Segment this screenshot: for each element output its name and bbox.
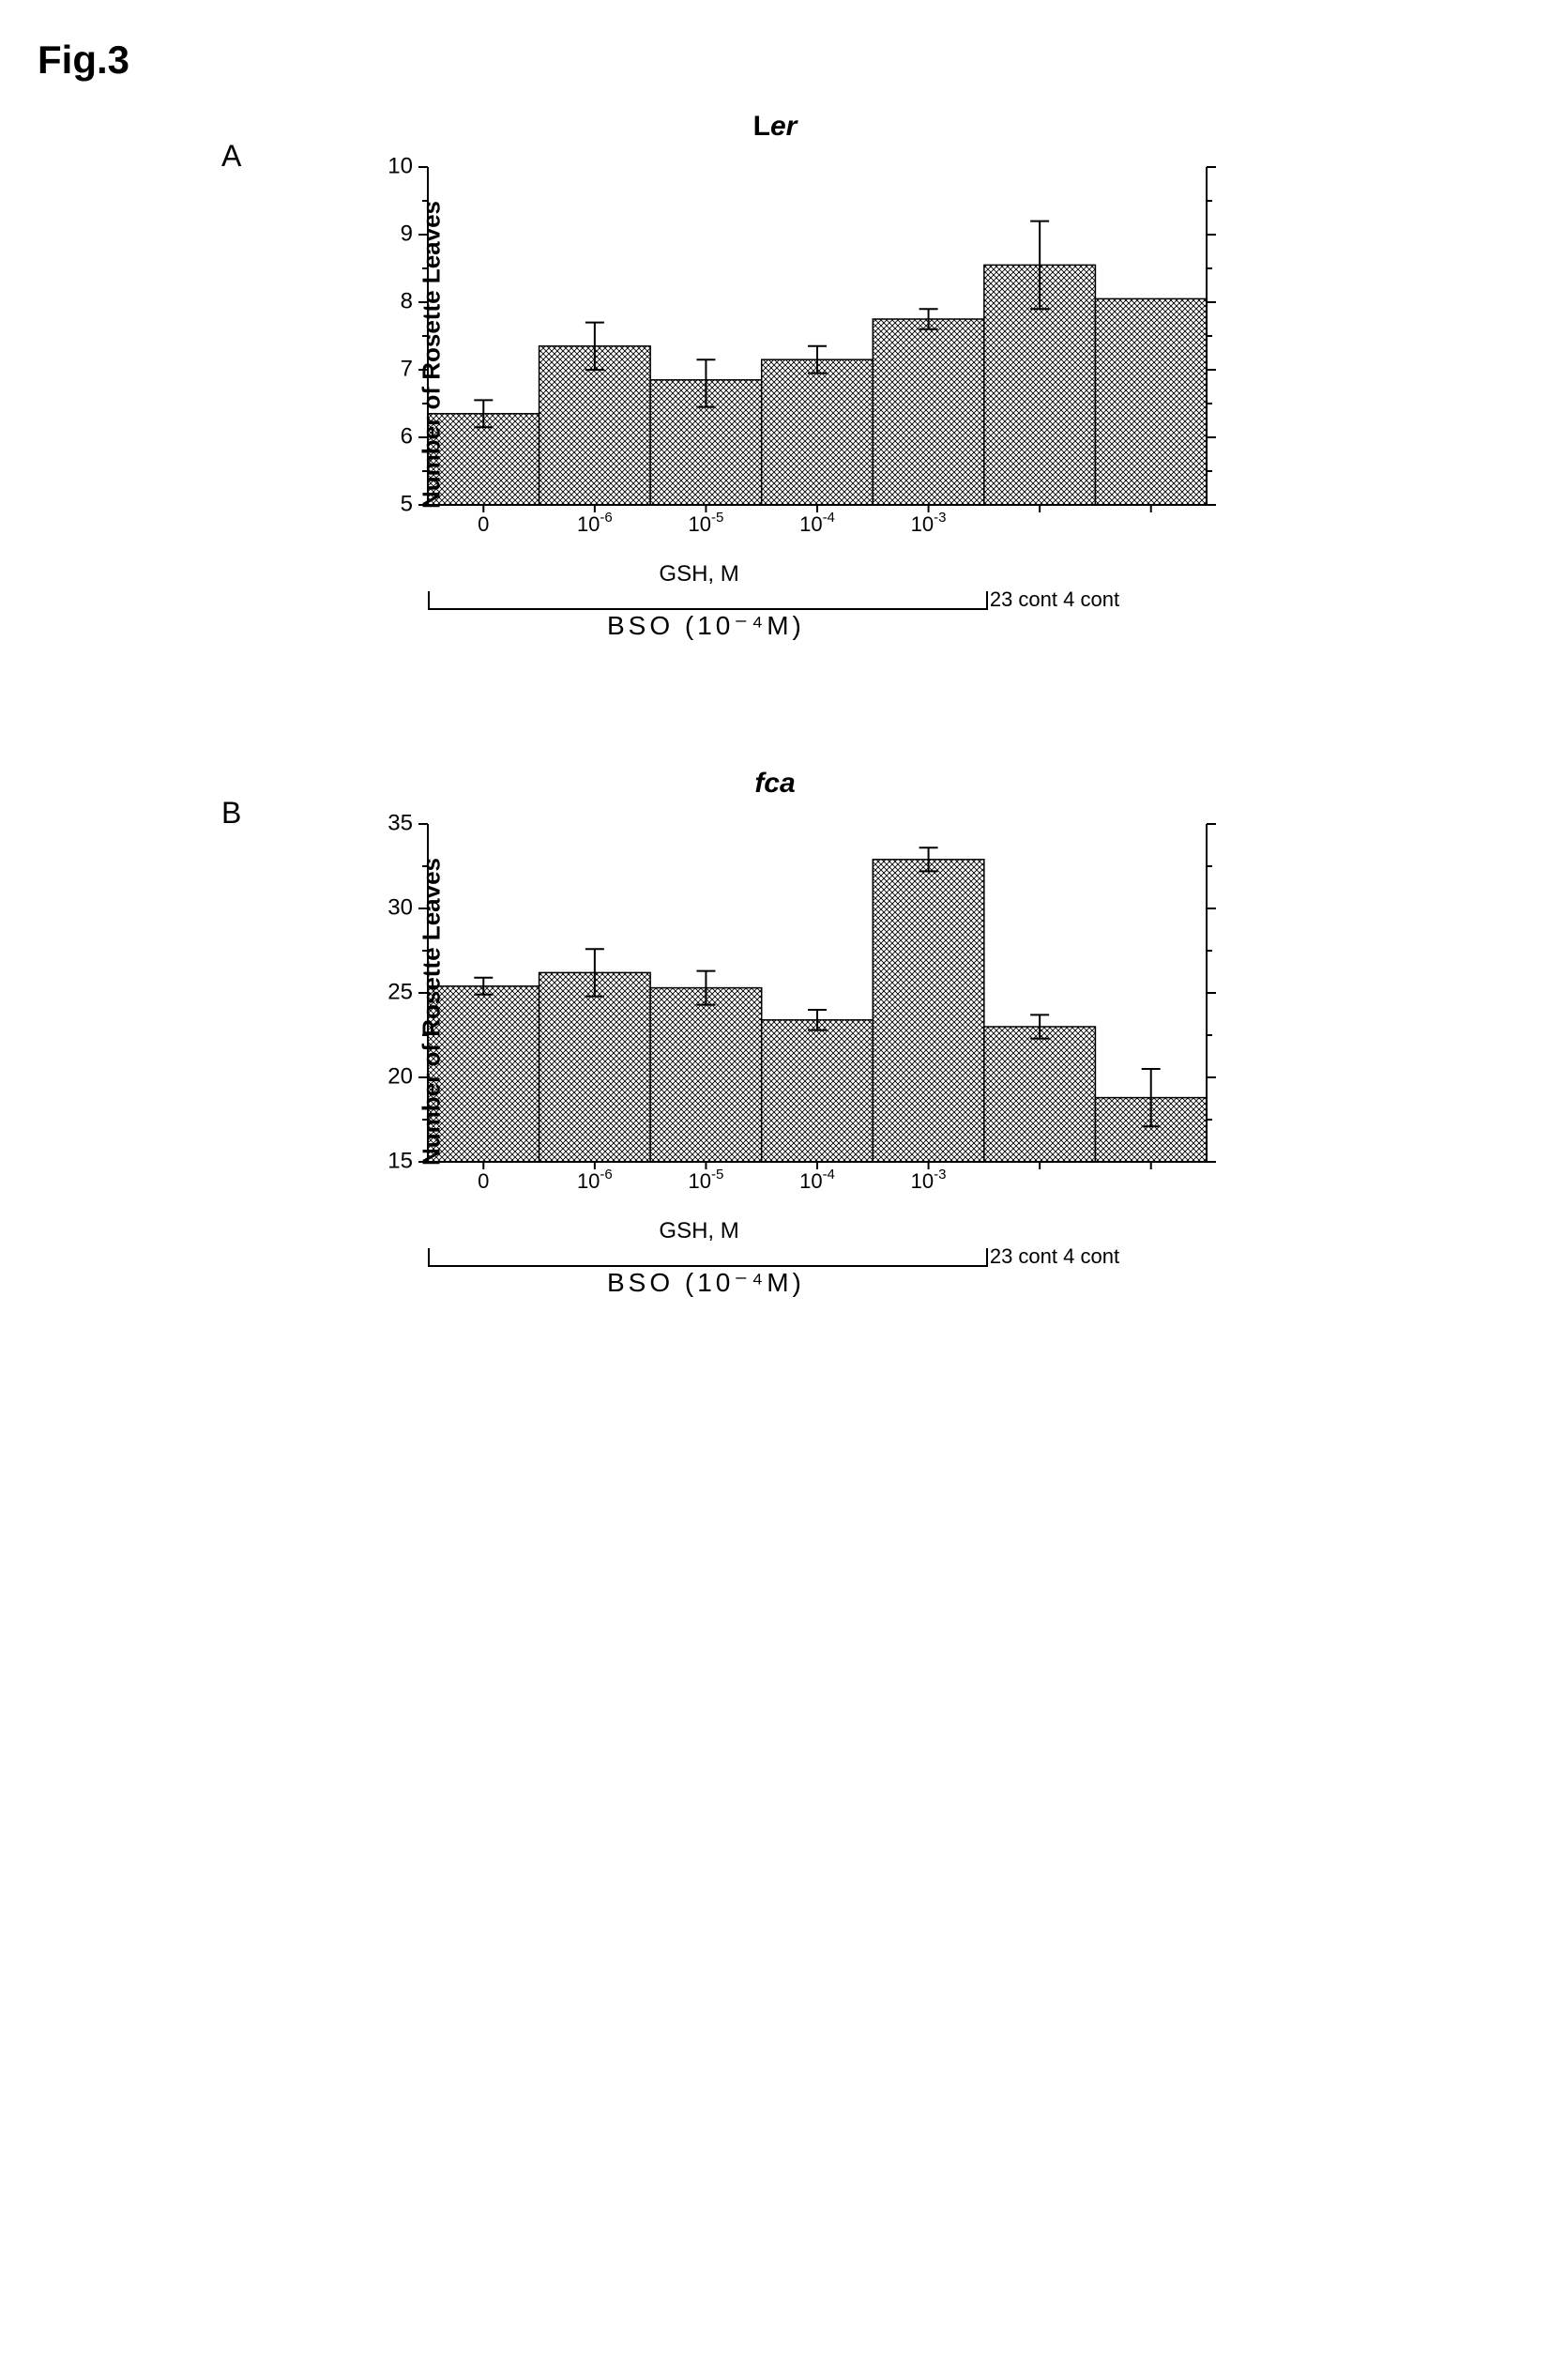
xtick-label: 10-3: [911, 510, 947, 536]
cont-labels: 23 cont 4 cont: [990, 1244, 1119, 1269]
chart-svg: 15 20 25 30 35 0 10-6 10-5 10-4 10-3: [372, 805, 1216, 1199]
panels-container: ALerNumber of Rosette Leaves5678910010-6…: [38, 111, 1512, 1312]
chart-title: fca: [259, 768, 1291, 800]
xtick-label: 10-6: [577, 1167, 613, 1193]
ytick-label: 7: [401, 356, 413, 381]
bar: [539, 972, 651, 1162]
panel-letter: B: [221, 796, 241, 831]
bar: [762, 359, 874, 505]
panel-A: ALerNumber of Rosette Leaves5678910010-6…: [259, 111, 1291, 655]
ytick-label: 25: [388, 979, 413, 1004]
xtick-label: 10-4: [799, 510, 835, 536]
ytick-label: 5: [401, 491, 413, 516]
xtick-label: 0: [478, 512, 489, 536]
cont-labels: 23 cont 4 cont: [990, 587, 1119, 612]
chart-title: Ler: [259, 111, 1291, 143]
bso-bracket: [428, 1248, 988, 1267]
ytick-label: 20: [388, 1063, 413, 1089]
x-axis-sublabels: GSH, M BSO (10⁻⁴M)23 cont 4 cont: [372, 561, 1291, 655]
gsh-label: GSH, M: [659, 1218, 738, 1244]
plot-area: Number of Rosette Leaves5 6 7 8 9 10 0 10-6 10-5…: [372, 148, 1291, 561]
x-axis-sublabels: GSH, M BSO (10⁻⁴M)23 cont 4 cont: [372, 1218, 1291, 1312]
bar: [984, 1027, 1096, 1162]
bar: [762, 1020, 874, 1162]
panel-B: BfcaNumber of Rosette Leaves152025303501…: [259, 768, 1291, 1312]
ytick-label: 10: [388, 153, 413, 178]
bar: [873, 319, 984, 505]
ytick-label: 35: [388, 810, 413, 835]
xtick-label: 0: [478, 1169, 489, 1193]
xtick-label: 10-5: [689, 1167, 724, 1193]
bso-label: BSO (10⁻⁴M): [428, 610, 984, 641]
bar: [650, 988, 762, 1162]
y-axis-label: Number of Rosette Leaves: [417, 201, 446, 509]
bso-label: BSO (10⁻⁴M): [428, 1267, 984, 1298]
gsh-label: GSH, M: [659, 561, 738, 587]
figure-label: Fig.3: [38, 38, 1512, 83]
xtick-label: 10-4: [799, 1167, 835, 1193]
bar: [873, 860, 984, 1162]
ytick-label: 30: [388, 894, 413, 920]
ytick-label: 8: [401, 288, 413, 313]
panel-letter: A: [221, 139, 241, 174]
plot-area: Number of Rosette Leaves1520253035010-61…: [372, 805, 1291, 1218]
y-axis-label: Number of Rosette Leaves: [417, 858, 446, 1166]
bso-bracket: [428, 591, 988, 610]
xtick-label: 10-5: [689, 510, 724, 536]
ytick-label: 15: [388, 1148, 413, 1173]
xtick-label: 10-3: [911, 1167, 947, 1193]
ytick-label: 6: [401, 423, 413, 449]
chart-svg: 5 6 7 8 9 10 0 10-6 10-5 10-4 10-3: [372, 148, 1216, 542]
bar: [1095, 298, 1207, 505]
xtick-label: 10-6: [577, 510, 613, 536]
ytick-label: 9: [401, 221, 413, 246]
